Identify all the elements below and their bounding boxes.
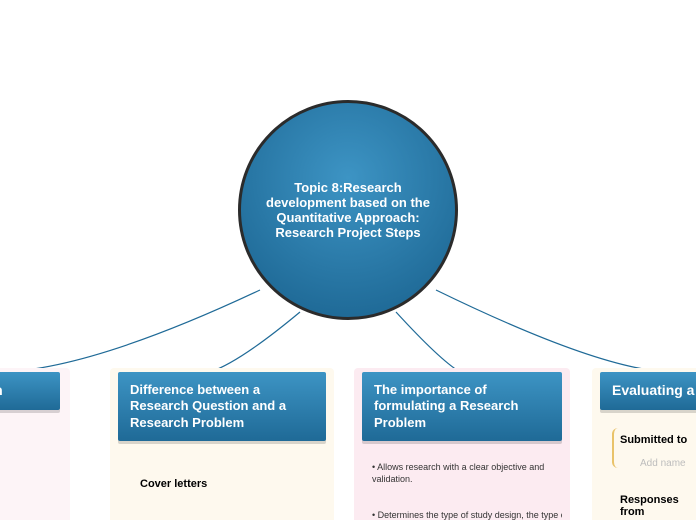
connector-3 (396, 312, 460, 372)
branch-2-header[interactable]: Difference between a Research Question a… (118, 372, 326, 441)
branch-2-header-text: Difference between a Research Question a… (130, 382, 286, 430)
branch-1-header-text: Question (0, 382, 3, 398)
branch-1-header[interactable]: Question (0, 372, 60, 410)
mindmap-canvas: Topic 8:Research development based on th… (0, 0, 696, 520)
central-topic-node[interactable]: Topic 8:Research development based on th… (238, 100, 458, 320)
branch-4-submitted-to[interactable]: Submitted to (620, 434, 687, 446)
branch-4-responses-from[interactable]: Responses from (620, 494, 696, 518)
branch-4-header-text: Evaluating a pr (612, 382, 696, 398)
connector-1 (0, 290, 260, 372)
branch-4-header[interactable]: Evaluating a pr (600, 372, 696, 410)
branch-3-header-text: The importance of formulating a Research… (374, 382, 519, 430)
connector-2 (210, 312, 300, 372)
connector-4 (436, 290, 670, 372)
branch-3-header[interactable]: The importance of formulating a Research… (362, 372, 562, 441)
branch-3-bullet-1: • Allows research with a clear objective… (372, 462, 562, 485)
branch-4-bracket (612, 428, 618, 468)
branch-2-sub-cover-letters[interactable]: Cover letters (140, 478, 207, 490)
branch-4-add-name-hint[interactable]: Add name (640, 458, 686, 469)
branch-3-bullet-2: • Determines the type of study design, t… (372, 510, 562, 520)
central-topic-text: Topic 8:Research development based on th… (261, 180, 435, 240)
